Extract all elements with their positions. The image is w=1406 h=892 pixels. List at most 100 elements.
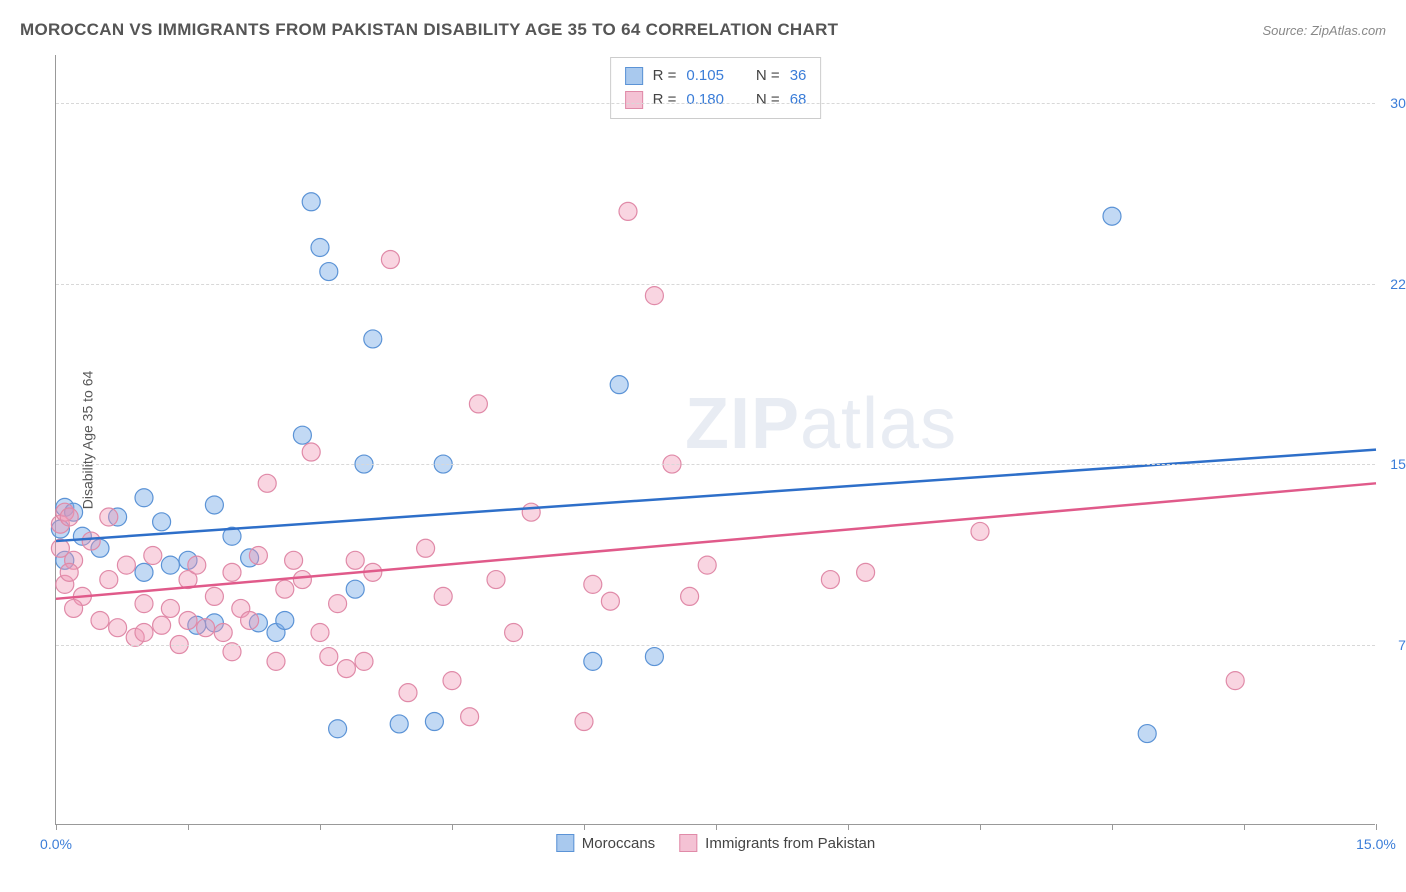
scatter-point <box>205 587 223 605</box>
x-tick <box>716 824 717 830</box>
stat-n-label: N = <box>756 88 780 112</box>
stat-n-value: 68 <box>790 88 807 112</box>
scatter-point <box>153 616 171 634</box>
scatter-point <box>645 287 663 305</box>
grid-line <box>56 103 1375 104</box>
scatter-point <box>197 619 215 637</box>
scatter-point <box>302 443 320 461</box>
scatter-point <box>276 580 294 598</box>
y-tick-label: 30.0% <box>1380 95 1406 111</box>
scatter-point <box>302 193 320 211</box>
x-tick <box>452 824 453 830</box>
scatter-point <box>610 376 628 394</box>
scatter-point <box>619 202 637 220</box>
scatter-point <box>135 595 153 613</box>
scatter-point <box>60 508 78 526</box>
legend-swatch <box>679 834 697 852</box>
scatter-point <box>135 563 153 581</box>
legend-swatch <box>556 834 574 852</box>
legend-label: Moroccans <box>582 835 655 852</box>
scatter-point <box>487 571 505 589</box>
scatter-point <box>117 556 135 574</box>
scatter-point <box>469 395 487 413</box>
scatter-point <box>276 611 294 629</box>
scatter-point <box>249 547 267 565</box>
x-tick <box>188 824 189 830</box>
scatter-point <box>311 239 329 257</box>
scatter-point <box>434 587 452 605</box>
scatter-point <box>821 571 839 589</box>
scatter-point <box>91 611 109 629</box>
scatter-point <box>320 648 338 666</box>
scatter-point <box>179 611 197 629</box>
stat-r-value: 0.180 <box>686 88 724 112</box>
scatter-point <box>346 551 364 569</box>
legend-item: Immigrants from Pakistan <box>679 834 875 852</box>
scatter-point <box>443 672 461 690</box>
scatter-point <box>601 592 619 610</box>
scatter-point <box>320 263 338 281</box>
scatter-point <box>60 563 78 581</box>
legend-swatch <box>625 67 643 85</box>
stat-n-label: N = <box>756 64 780 88</box>
scatter-point <box>645 648 663 666</box>
scatter-point <box>1138 725 1156 743</box>
scatter-point <box>390 715 408 733</box>
source-label: Source: ZipAtlas.com <box>1262 23 1386 38</box>
plot-area: Disability Age 35 to 64 ZIPatlas R =0.10… <box>55 55 1375 825</box>
legend-swatch <box>625 91 643 109</box>
scatter-point <box>135 624 153 642</box>
scatter-point <box>584 575 602 593</box>
x-tick <box>848 824 849 830</box>
scatter-point <box>399 684 417 702</box>
x-tick <box>320 824 321 830</box>
x-tick <box>1376 824 1377 830</box>
stats-row: R = 0.180 N = 68 <box>625 88 807 112</box>
grid-line <box>56 645 1375 646</box>
scatter-point <box>575 713 593 731</box>
scatter-point <box>153 513 171 531</box>
scatter-point <box>1226 672 1244 690</box>
scatter-point <box>109 619 127 637</box>
stat-r-label: R = <box>653 88 677 112</box>
scatter-point <box>188 556 206 574</box>
x-tick <box>1244 824 1245 830</box>
scatter-point <box>584 652 602 670</box>
scatter-point <box>285 551 303 569</box>
stat-r-value: 0.105 <box>686 64 724 88</box>
scatter-point <box>100 508 118 526</box>
x-tick <box>56 824 57 830</box>
scatter-point <box>698 556 716 574</box>
y-tick-label: 15.0% <box>1380 456 1406 472</box>
chart-title: MOROCCAN VS IMMIGRANTS FROM PAKISTAN DIS… <box>20 20 838 40</box>
scatter-point <box>161 556 179 574</box>
scatter-point <box>267 652 285 670</box>
scatter-point <box>329 595 347 613</box>
stats-box: R =0.105N =36R =0.180N =68 <box>610 57 822 119</box>
bottom-legend: Moroccans Immigrants from Pakistan <box>556 834 875 852</box>
scatter-point <box>65 599 83 617</box>
scatter-point <box>522 503 540 521</box>
legend-item: Moroccans <box>556 834 655 852</box>
scatter-point <box>1103 207 1121 225</box>
scatter-point <box>681 587 699 605</box>
x-tick <box>980 824 981 830</box>
scatter-point <box>311 624 329 642</box>
y-tick-label: 7.5% <box>1380 637 1406 653</box>
x-tick-label: 0.0% <box>40 836 72 852</box>
scatter-point <box>417 539 435 557</box>
scatter-point <box>258 474 276 492</box>
scatter-point <box>205 496 223 514</box>
trend-line <box>56 483 1376 599</box>
scatter-point <box>355 652 373 670</box>
grid-line <box>56 284 1375 285</box>
scatter-point <box>381 251 399 269</box>
scatter-point <box>144 547 162 565</box>
chart-svg <box>56 55 1375 824</box>
scatter-point <box>971 522 989 540</box>
scatter-point <box>425 713 443 731</box>
grid-line <box>56 464 1375 465</box>
x-tick <box>584 824 585 830</box>
stat-r-label: R = <box>653 64 677 88</box>
scatter-point <box>241 611 259 629</box>
